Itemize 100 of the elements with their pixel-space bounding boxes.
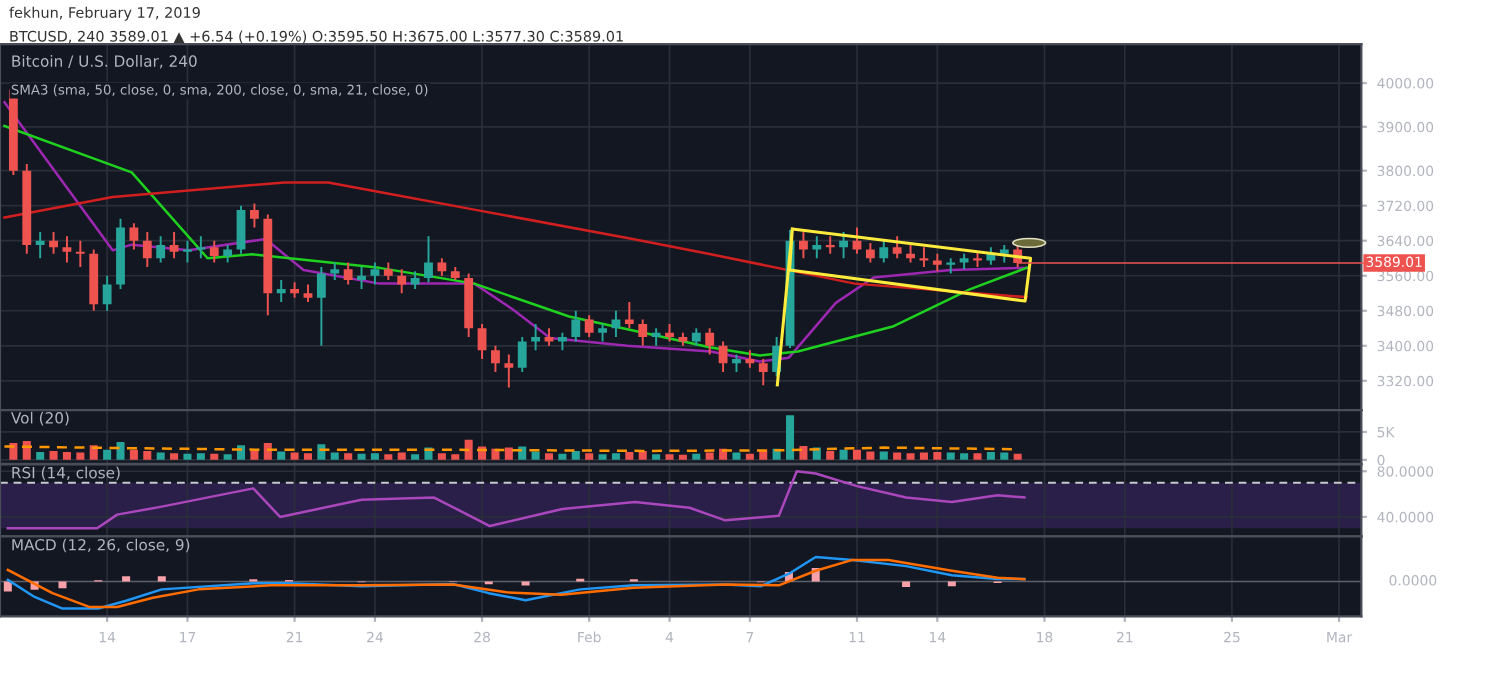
bar: [370, 453, 379, 460]
candlestick: [705, 327, 715, 356]
bar: [866, 451, 875, 460]
candlestick: [236, 204, 246, 255]
candlestick: [169, 230, 179, 260]
line-series: [6, 470, 1026, 530]
candlestick: [424, 235, 433, 284]
candlestick: [504, 353, 514, 389]
bar: [531, 451, 540, 460]
candlestick: [370, 261, 380, 286]
bar: [839, 449, 848, 460]
candlestick: [624, 301, 634, 330]
bar: [196, 453, 205, 460]
bar: [36, 452, 45, 460]
candlestick: [62, 235, 72, 264]
bar: [879, 451, 888, 460]
bar: [986, 452, 995, 460]
bar: [893, 452, 902, 460]
candlestick: [156, 235, 166, 264]
candlestick: [865, 241, 875, 264]
bar: [116, 441, 125, 460]
bar: [906, 453, 915, 460]
candlestick: [491, 344, 500, 374]
candlestick: [142, 230, 152, 268]
candlestick: [35, 230, 45, 260]
bar: [1013, 453, 1022, 460]
bar: [397, 452, 406, 460]
candlestick: [638, 318, 648, 347]
candlestick: [316, 266, 326, 347]
bar: [692, 453, 701, 460]
bar: [290, 452, 299, 460]
bar: [933, 452, 942, 460]
bar: [183, 453, 192, 460]
bar: [705, 452, 714, 460]
bar: [504, 447, 513, 460]
bar: [49, 450, 58, 460]
bar: [960, 453, 969, 460]
bar: [170, 453, 179, 460]
bar: [437, 453, 446, 460]
bar: [973, 453, 982, 460]
candlestick: [183, 239, 192, 264]
bar: [745, 453, 754, 460]
bar: [826, 450, 835, 460]
bar: [544, 453, 554, 460]
bar: [129, 449, 138, 460]
bar: [585, 453, 594, 460]
bar: [58, 581, 67, 589]
bar: [598, 454, 607, 460]
bar: [464, 439, 473, 460]
bar: [9, 443, 18, 460]
bar: [678, 454, 687, 460]
bar: [902, 581, 911, 587]
bar: [156, 452, 165, 460]
bar: [330, 452, 339, 460]
bar: [122, 576, 131, 582]
bar: [384, 454, 393, 460]
bar: [638, 450, 647, 460]
bar: [250, 450, 259, 460]
bar: [652, 454, 661, 460]
candlestick: [209, 239, 219, 264]
candlestick: [196, 235, 206, 260]
bar: [799, 445, 808, 460]
bar: [103, 449, 112, 460]
bar: [277, 451, 286, 460]
line-series: [3, 181, 1028, 299]
bar: [357, 453, 366, 460]
candlestick: [49, 230, 58, 255]
candlestick: [343, 261, 353, 286]
candlestick: [129, 222, 139, 251]
bar: [143, 450, 152, 460]
candlestick: [102, 274, 112, 312]
candlestick: [477, 322, 487, 360]
bar: [263, 443, 272, 460]
candlestick: [531, 322, 541, 352]
bar: [157, 576, 166, 582]
candlestick: [879, 239, 889, 264]
bar: [210, 453, 219, 460]
bar: [786, 415, 795, 460]
candlestick: [946, 257, 956, 275]
candlestick: [825, 235, 835, 255]
candlestick: [357, 266, 366, 290]
candlestick: [758, 357, 768, 387]
bar: [518, 446, 527, 460]
bar: [919, 452, 928, 460]
candlestick: [718, 340, 728, 374]
candlestick: [250, 202, 259, 229]
bar: [558, 453, 567, 460]
candlestick: [571, 309, 581, 343]
bar: [611, 453, 620, 460]
bar: [411, 454, 420, 460]
bar: [625, 452, 634, 460]
bar: [732, 452, 741, 460]
candlestick: [799, 230, 808, 260]
candlestick: [75, 239, 85, 268]
bar: [665, 454, 674, 460]
bar: [62, 452, 71, 460]
candlestick: [397, 268, 407, 295]
bar: [852, 449, 861, 460]
bar: [1000, 452, 1009, 460]
bar: [223, 454, 232, 460]
